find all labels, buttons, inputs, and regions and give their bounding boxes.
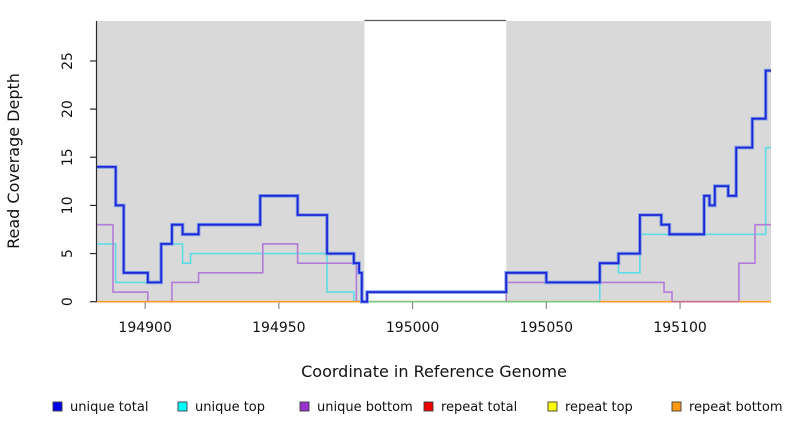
x-tick-label: 195050 [520, 320, 573, 336]
axis-tick-labels: 194900 194950 195000 195050 195100 0 5 10 15 20 25 [60, 52, 707, 336]
legend-label-unique-top: unique top [195, 400, 265, 415]
series-unique-total [97, 69, 771, 303]
legend-swatch-unique-top [177, 401, 188, 412]
y-tick-label: 5 [60, 249, 76, 258]
x-axis-title: Coordinate in Reference Genome [301, 362, 567, 381]
legend-label-repeat-top: repeat top [565, 400, 633, 415]
legend-label-repeat-bottom: repeat bottom [689, 400, 783, 415]
legend-swatch-repeat-total [423, 401, 434, 412]
legend-swatch-repeat-top [547, 401, 558, 412]
y-tick-label: 10 [60, 196, 76, 214]
legend: unique total unique top unique bottom repea… [52, 400, 783, 415]
y-tick-label: 25 [60, 52, 76, 70]
axis-ticks [90, 21, 681, 309]
y-tick-label: 20 [60, 100, 76, 118]
legend-swatch-unique-bottom [299, 401, 310, 412]
shaded-region [506, 21, 771, 302]
series-lines [97, 68, 771, 304]
x-tick-label: 195100 [653, 320, 706, 336]
x-tick-label: 195000 [386, 320, 439, 336]
y-axis-title: Read Coverage Depth [4, 73, 23, 249]
legend-swatch-unique-total [52, 401, 63, 412]
legend-swatch-repeat-bottom [671, 401, 682, 412]
y-tick-label: 0 [60, 297, 76, 306]
x-tick-label: 194950 [252, 320, 305, 336]
shaded-region [97, 21, 365, 302]
legend-label-repeat-total: repeat total [441, 400, 517, 415]
y-tick-label: 15 [60, 148, 76, 166]
legend-label-unique-bottom: unique bottom [317, 400, 413, 415]
legend-label-unique-total: unique total [70, 400, 148, 415]
x-tick-label: 194900 [118, 320, 171, 336]
shaded-regions [97, 21, 771, 302]
